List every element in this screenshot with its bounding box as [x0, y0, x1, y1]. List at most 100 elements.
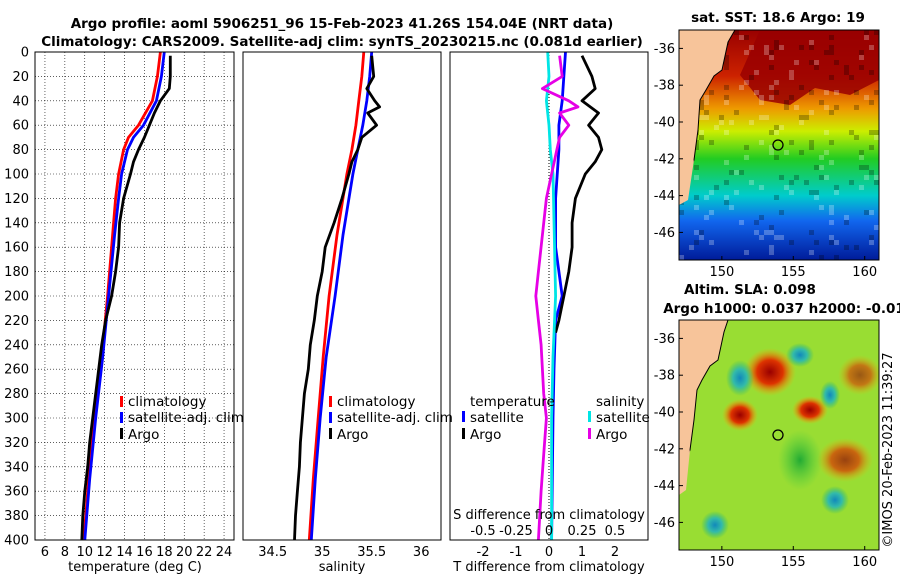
sst-pixel — [809, 190, 814, 195]
difference-legend-salinity: salinity satellite Argo — [588, 394, 650, 443]
sst-pixel — [869, 45, 874, 50]
sla-high-1 — [744, 348, 796, 396]
sst-pixel — [834, 60, 839, 65]
sst-pixel — [814, 190, 819, 195]
sst-pixel — [769, 150, 774, 155]
sst-pixel — [829, 235, 834, 240]
sst-pixel — [809, 110, 814, 115]
depth-tick-label: 280 — [4, 387, 29, 402]
sst-pixel — [829, 45, 834, 50]
depth-tick-label: 220 — [4, 314, 29, 329]
sst-pixel — [809, 145, 814, 150]
sst-pixel — [759, 95, 764, 100]
sst-pixel — [824, 50, 829, 55]
temperature-grid — [35, 51, 234, 541]
sst-pixel — [809, 250, 814, 255]
sst-pixel — [814, 165, 819, 170]
lat-tick-label: -46 — [654, 516, 675, 531]
legend-swatch-t-argo — [462, 428, 465, 439]
lon-tick-label: 155 — [781, 555, 806, 570]
sst-pixel — [809, 90, 814, 95]
sst-pixel — [869, 235, 874, 240]
depth-tick-label: 60 — [12, 119, 29, 134]
sst-pixel — [754, 230, 759, 235]
sst-pixel — [724, 200, 729, 205]
legend-swatch-climatology — [120, 396, 123, 407]
sst-pixel — [814, 240, 819, 245]
sst-pixel — [744, 35, 749, 40]
depth-tick-label: 360 — [4, 485, 29, 500]
sst-pixel — [829, 50, 834, 55]
sst-pixel — [694, 195, 699, 200]
legend-swatch-argo — [329, 428, 332, 439]
legend-swatch-t-satellite — [462, 411, 465, 422]
sst-pixel — [694, 240, 699, 245]
sst-pixel — [769, 130, 774, 135]
title-line-2: Climatology: CARS2009. Satellite-adj cli… — [41, 34, 643, 50]
difference-panel: -2 -1 0 1 2 -0.5 -0.25 0 0.25 0.5 S difference f… — [449, 51, 650, 575]
sst-pixel — [704, 95, 709, 100]
sst-pixel — [734, 170, 739, 175]
sla-map-frame — [678, 319, 880, 551]
sla-low-4 — [701, 511, 729, 539]
sst-pixel — [859, 65, 864, 70]
sst-pixel — [869, 170, 874, 175]
sst-pixel — [834, 190, 839, 195]
lon-tick-label: 160 — [852, 265, 877, 280]
sst-pixel — [864, 175, 869, 180]
sst-pixel — [844, 245, 849, 250]
sst-pixel — [849, 130, 854, 135]
sst-pixel — [724, 95, 729, 100]
copyright-footer: ©IMOS 20-Feb-2023 11:39:27 — [881, 352, 896, 547]
depth-tick-label: 40 — [12, 94, 29, 109]
sst-pixel — [709, 190, 714, 195]
sst-pixel — [799, 115, 804, 120]
lon-tick-label: 160 — [852, 555, 877, 570]
sst-pixel — [724, 200, 729, 205]
sst-warm-core — [740, 30, 879, 105]
sst-pixel — [824, 105, 829, 110]
sst-pixel — [854, 135, 859, 140]
lat-tick-label: -38 — [654, 369, 675, 384]
legend-label-s-satellite: satellite — [596, 410, 650, 426]
sst-pixel — [864, 30, 869, 35]
sst-pixel — [859, 50, 864, 55]
salinity-tick-label: 34.5 — [258, 545, 287, 560]
legend-label-s-argo: Argo — [596, 427, 627, 443]
legend-label-climatology: climatology — [128, 394, 206, 410]
sst-pixel — [854, 245, 859, 250]
sla-high-2 — [722, 399, 758, 431]
sst-pixel — [754, 70, 759, 75]
sst-pixel — [784, 105, 789, 110]
sst-pixel — [824, 175, 829, 180]
sst-pixel — [739, 220, 744, 225]
sst-pixel — [814, 195, 819, 200]
temperature-tick-label: 20 — [176, 545, 193, 560]
sst-pixel — [824, 130, 829, 135]
depth-tick-label: 180 — [4, 265, 29, 280]
sla-map-title-1: Altim. SLA: 0.098 — [684, 282, 816, 298]
depth-tick-label: 320 — [4, 436, 29, 451]
sst-pixel — [764, 230, 769, 235]
sst-pixel — [809, 140, 814, 145]
sst-pixel — [779, 45, 784, 50]
sst-pixel — [819, 205, 824, 210]
sst-pixel — [759, 100, 764, 105]
temperature-panel: 0 20 40 60 80 100 120 140 160 180 200 220 240 260 280 3… — [4, 46, 244, 576]
sst-pixel — [779, 210, 784, 215]
temperature-tick-label: 16 — [136, 545, 153, 560]
s-difference-tick-label: -0.5 — [470, 524, 495, 539]
sst-pixel — [699, 135, 704, 140]
legend-label-satellite: satellite-adj. clim — [337, 410, 453, 426]
sst-pixel — [774, 45, 779, 50]
sst-pixel — [789, 240, 794, 245]
sst-pixel — [754, 220, 759, 225]
sst-pixel — [844, 65, 849, 70]
sst-pixel — [749, 75, 754, 80]
sst-pixel — [764, 45, 769, 50]
depth-tick-label: 20 — [12, 70, 29, 85]
series-line-t-argo — [554, 55, 604, 333]
sst-pixel — [814, 60, 819, 65]
sst-pixel — [769, 65, 774, 70]
sst-pixel — [769, 95, 774, 100]
